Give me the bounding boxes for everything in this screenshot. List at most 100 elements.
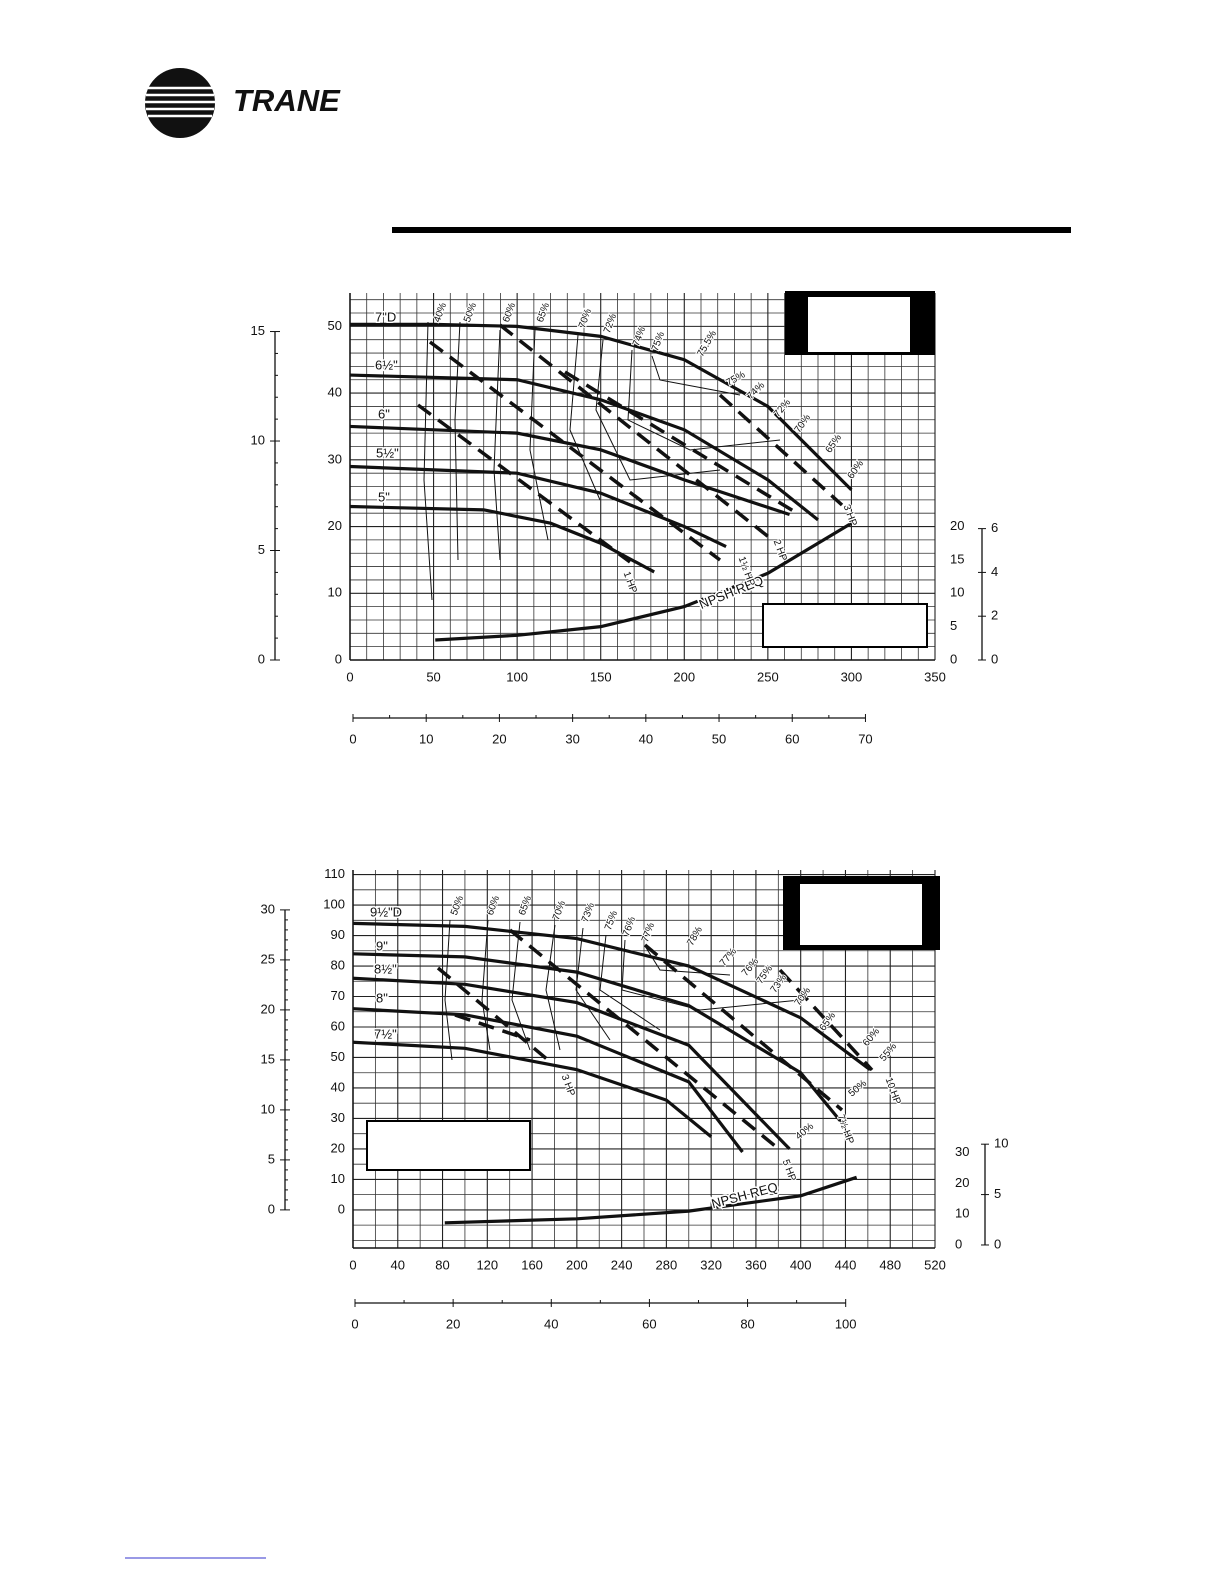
series-label: 5" [378,489,390,504]
m3h-tick-label: 50 [712,731,726,746]
x-tick-label: 120 [476,1257,498,1272]
curve-annotation: 40% [432,301,449,324]
meters-tick-label: 10 [251,432,265,447]
logo: TRANE [145,68,341,138]
curve-annotation: 55% [878,1041,899,1063]
series-label: 9½"D [370,904,402,919]
meters-tick-label: 20 [261,1001,275,1016]
y-tick-label: 0 [335,651,342,666]
curve-annotation: 72% [772,397,793,419]
curve-annotation: 74% [745,380,767,402]
curve-annotation: 76% [621,915,638,938]
efficiency-contour [575,927,611,1041]
logo-stripes [145,86,215,118]
efficiency-contour [493,329,501,561]
y-tick-label: 30 [328,451,342,466]
curve-annotation: 65% [824,432,845,455]
pump-curve-chart: 0 50 100 150 200 250 300 3500102030405005101505… [251,293,998,746]
x-tick-label: 280 [656,1257,678,1272]
npsh-curve [435,521,853,642]
label-box [762,603,928,648]
meters-tick-label: 5 [268,1151,275,1166]
curve-annotation: 75% [724,369,747,389]
m3h-tick-label: 40 [544,1316,558,1331]
efficiency-contour [454,321,461,561]
x-tick-label: 520 [924,1257,946,1272]
x-tick-label: 240 [611,1257,633,1272]
impeller-curve [352,921,872,1071]
horsepower-line [498,323,772,540]
curve-annotation: 50% [847,1078,869,1099]
series-label: 6" [378,406,390,421]
x-tick-label: 350 [924,669,946,684]
curve-annotation: 72% [602,312,619,335]
label-box-inner [808,297,910,352]
x-tick-label: 480 [879,1257,901,1272]
y-tick-label: 50 [331,1049,345,1064]
curve-annotation: 78% [685,925,705,948]
y-tick-label: 0 [338,1201,345,1216]
efficiency-contour [621,939,801,1011]
curve-annotation: 65% [535,301,552,324]
curve-annotation: 60% [861,1026,882,1048]
efficiency-contour [644,945,731,976]
curve-annotation: 3 HP [559,1073,577,1098]
efficiency-contour [599,934,661,1031]
meters-tick-label: 0 [258,651,265,666]
curve-annotation: 60% [501,301,518,324]
impeller-curve [349,504,655,574]
efficiency-contour [423,321,433,601]
y-tick-label: 40 [331,1079,345,1094]
label-box [366,1120,531,1171]
y-tick-label: 70 [331,988,345,1003]
m3h-tick-label: 40 [639,731,653,746]
series-label: NPSH REQ [710,1179,779,1211]
series-label: 9" [376,938,388,953]
horsepower-line [778,968,874,1072]
impeller-curve [352,1040,713,1138]
x-tick-label: 0 [346,669,353,684]
y-tick-label: 110 [324,866,345,881]
npsh-tick-label: 0 [955,1236,962,1251]
npsh-meters-tick-label: 5 [994,1186,1001,1201]
y-tick-label: 50 [328,318,342,333]
npsh-tick-label: 10 [950,585,964,600]
meters-tick-label: 25 [261,951,275,966]
x-tick-label: 100 [506,669,528,684]
horsepower-line [416,403,632,564]
npsh-tick-label: 20 [950,518,964,533]
y-tick-label: 100 [323,896,345,911]
npsh-meters-tick-label: 6 [991,520,998,535]
horsepower-line [564,370,796,514]
m3h-tick-label: 60 [642,1316,656,1331]
y-tick-label: 20 [328,518,342,533]
x-tick-label: 300 [841,669,863,684]
curve-annotation: 77% [718,946,739,968]
impeller-curve [349,424,791,517]
y-tick-label: 10 [328,585,342,600]
npsh-tick-label: 30 [955,1144,969,1159]
m3h-tick-label: 30 [565,731,579,746]
series-label: 5½" [376,445,399,460]
efficiency-contour [595,339,721,481]
npsh-meters-tick-label: 4 [991,564,998,579]
y-tick-label: 90 [331,927,345,942]
x-tick-label: 80 [435,1257,449,1272]
npsh-meters-tick-label: 0 [991,651,998,666]
npsh-tick-label: 10 [955,1206,969,1221]
efficiency-contour [627,349,781,451]
series-label: 8½" [374,961,397,976]
meters-tick-label: 30 [261,901,275,916]
curve-annotation: 50% [462,301,479,324]
curve-annotation: 1 HP [621,570,639,595]
y-tick-label: 10 [331,1171,345,1186]
horsepower-line [718,393,844,507]
meters-tick-label: 0 [268,1201,275,1216]
m3h-tick-label: 20 [492,731,506,746]
efficiency-contour [511,921,531,1051]
efficiency-contour [481,919,491,1051]
x-tick-label: 200 [566,1257,588,1272]
x-tick-label: 440 [835,1257,857,1272]
